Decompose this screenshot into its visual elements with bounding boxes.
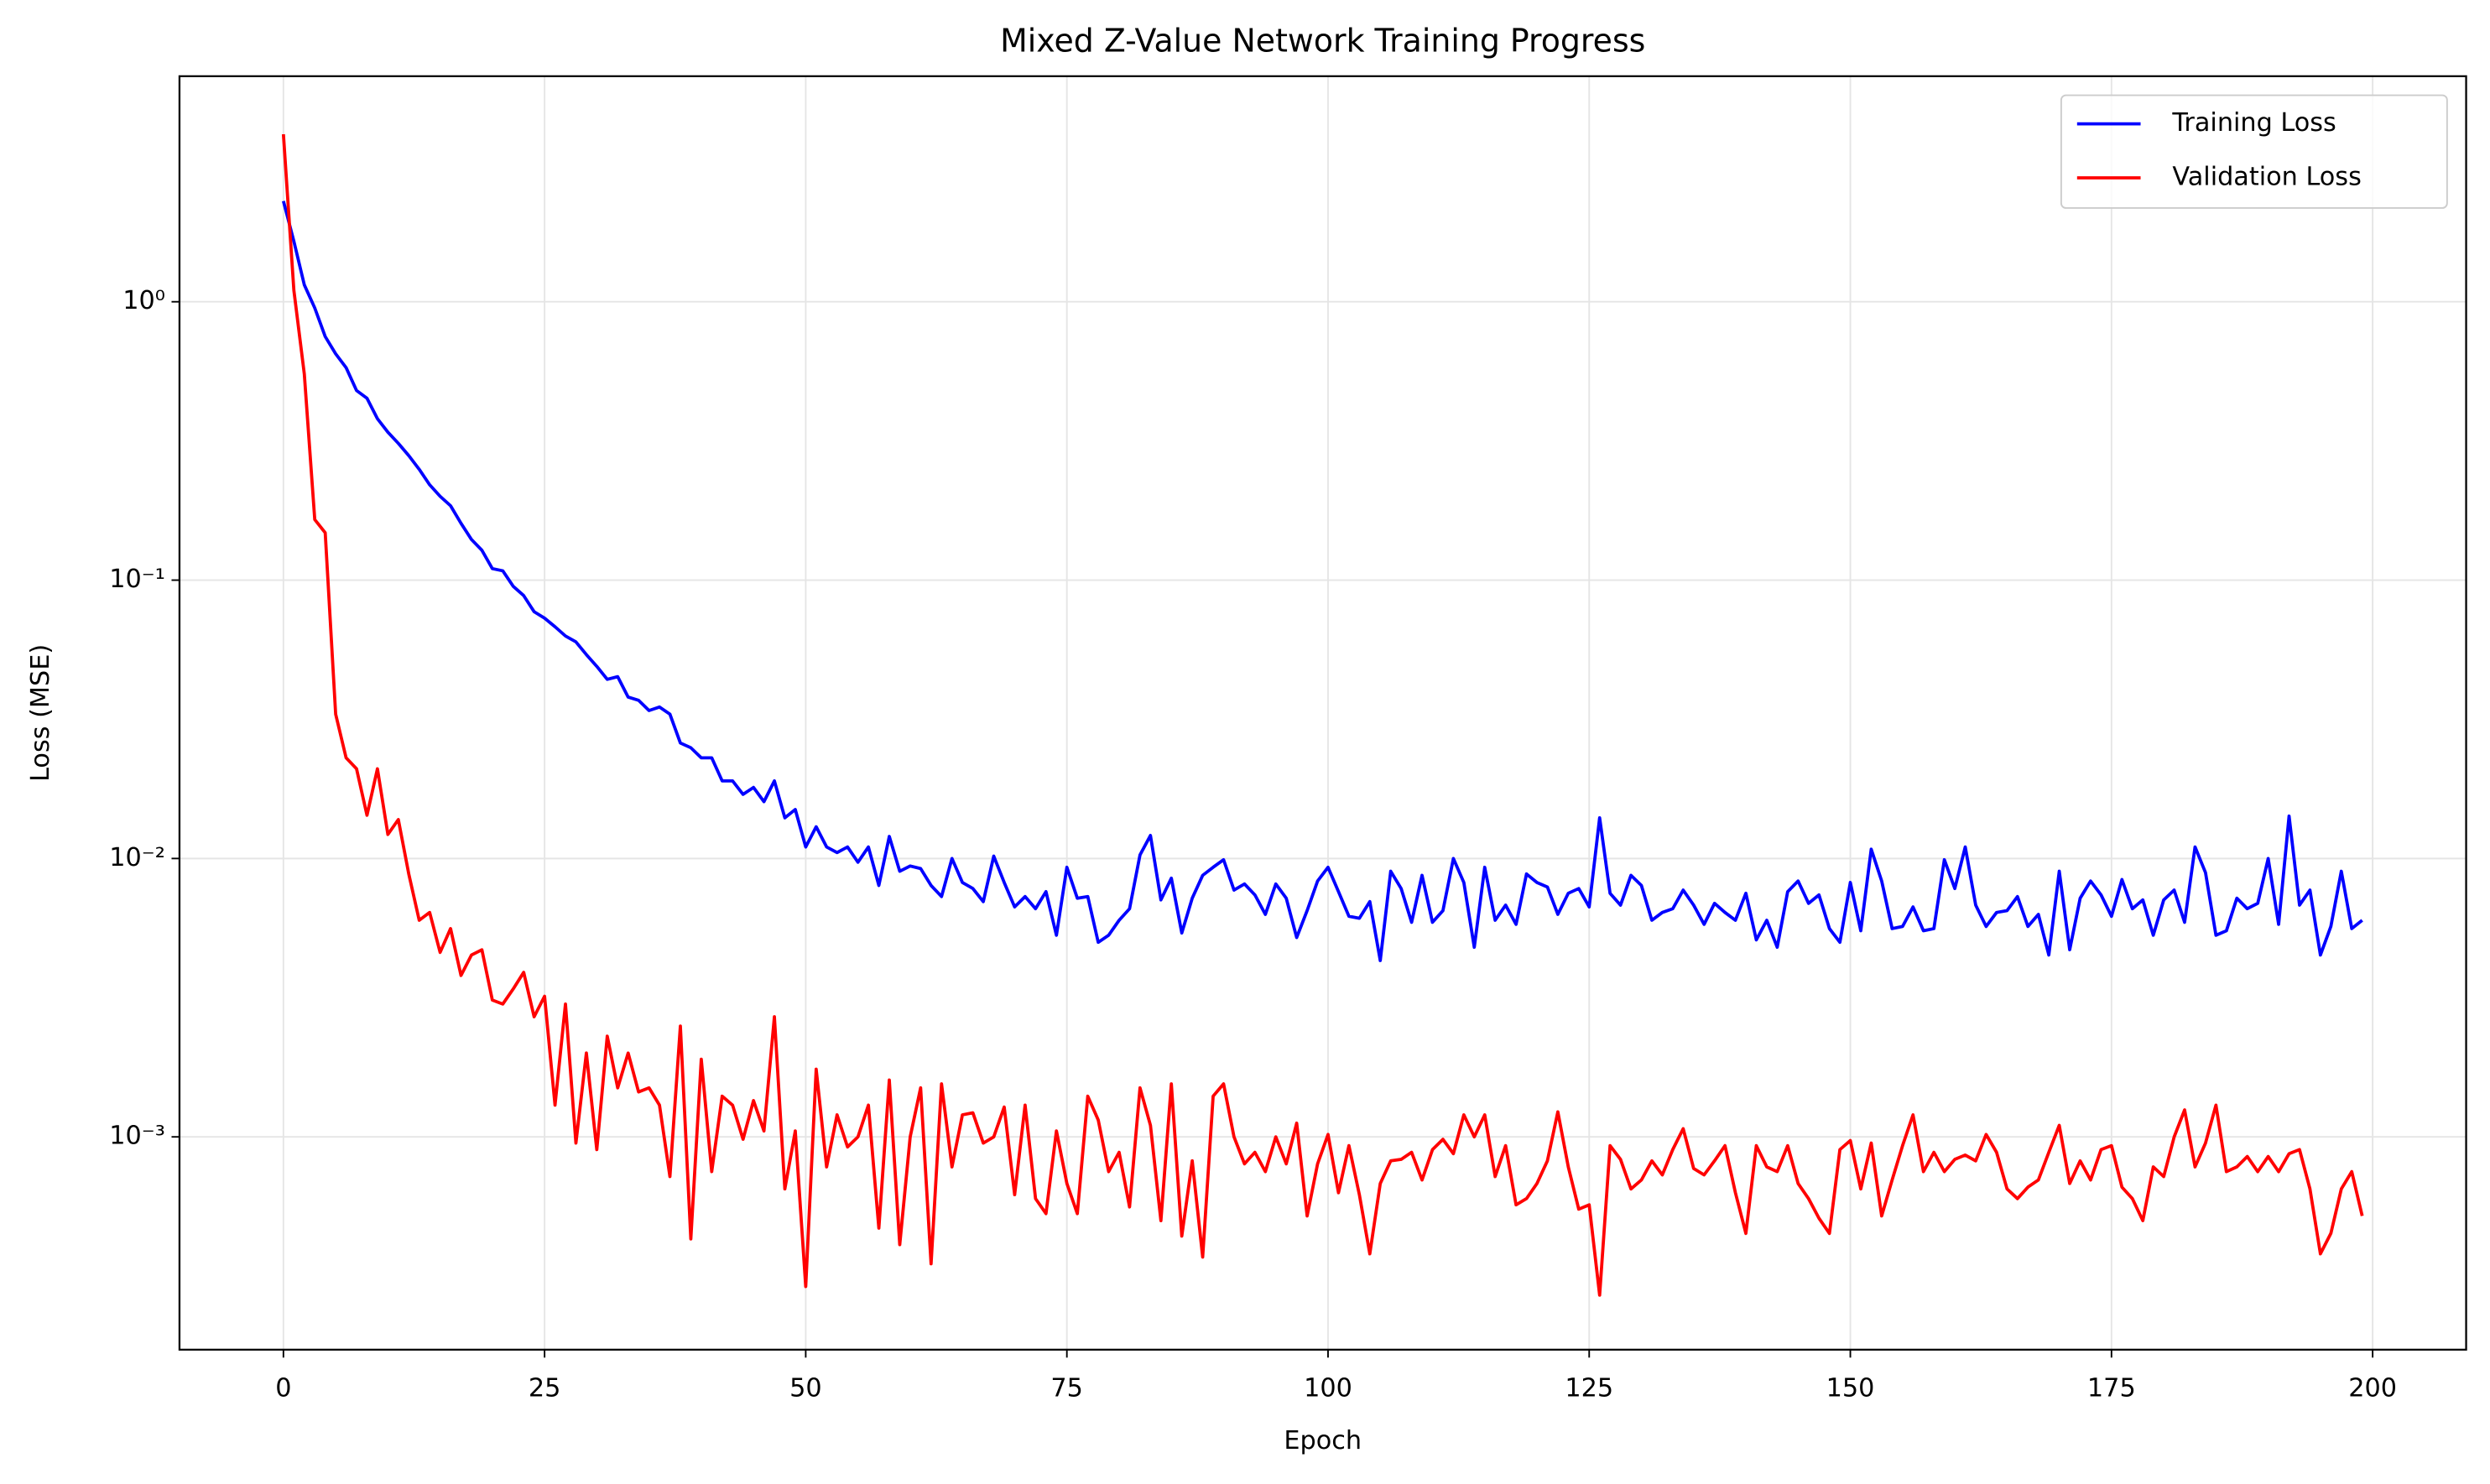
- line-series: [281, 200, 2363, 962]
- legend-label: Training Loss: [2171, 108, 2336, 138]
- legend-label: Validation Loss: [2172, 162, 2361, 191]
- x-tick-label: 175: [2087, 1374, 2136, 1403]
- x-tick-label: 150: [1826, 1374, 1875, 1403]
- plot-frame: [178, 75, 2467, 1351]
- y-axis-label: Loss (MSE): [26, 644, 55, 782]
- x-tick-label: 100: [1304, 1374, 1352, 1403]
- y-tick-label: 10⁻¹: [109, 565, 165, 594]
- y-tick-label: 10⁻³: [109, 1122, 165, 1151]
- x-tick-label: 25: [529, 1374, 561, 1403]
- x-tick-label: 125: [1565, 1374, 1613, 1403]
- chart-title: Mixed Z-Value Network Training Progress: [1000, 23, 1645, 60]
- legend-box: [2060, 94, 2448, 209]
- x-tick-label: 0: [275, 1374, 291, 1403]
- y-tick-label: 10⁻²: [109, 843, 165, 872]
- line-series: [281, 133, 2364, 1297]
- x-tick-label: 200: [2348, 1374, 2397, 1403]
- x-tick-label: 75: [1050, 1374, 1083, 1403]
- y-tick-label: 10⁰: [122, 286, 165, 315]
- x-axis-label: Epoch: [1284, 1426, 1362, 1455]
- x-tick-label: 50: [789, 1374, 822, 1403]
